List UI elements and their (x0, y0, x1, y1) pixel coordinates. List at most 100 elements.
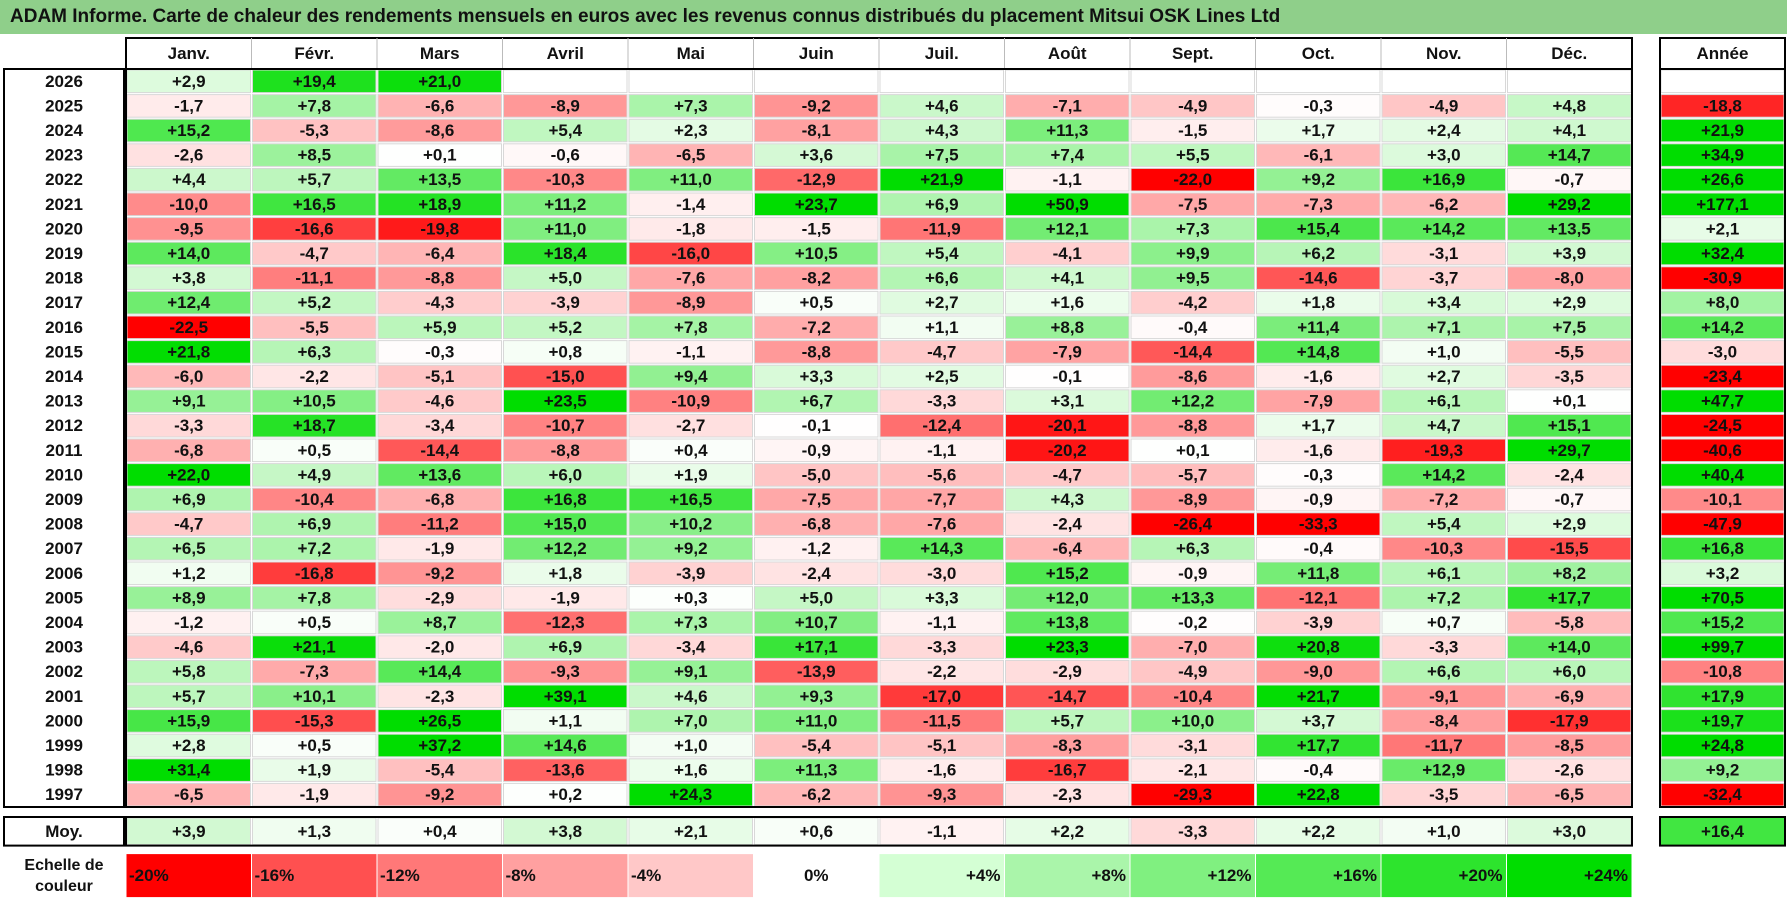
cell-value: +3,3 (799, 367, 833, 386)
month-header-9: Sept. (1172, 44, 1214, 63)
heat-cell (1130, 340, 1255, 364)
heat-cell (377, 340, 502, 364)
heat-cell (879, 192, 1004, 217)
cell-value: +4,6 (925, 96, 959, 115)
heat-cell (252, 610, 377, 635)
heat-cell (377, 266, 502, 290)
heat-cell (879, 389, 1004, 413)
cell-value: -4,7 (927, 342, 956, 361)
heat-cell (1130, 709, 1255, 733)
avg-cell (1381, 817, 1506, 846)
month-header-8: Août (1048, 44, 1087, 63)
annual-value: +40,4 (1701, 465, 1745, 484)
cell-value: -1,6 (1304, 441, 1333, 460)
cell-value: +10,0 (1171, 711, 1214, 730)
cell-value: -1,8 (676, 219, 705, 238)
cell-value: +8,9 (172, 588, 206, 607)
avg-value: +3,9 (172, 822, 206, 841)
cell-value: -2,6 (1555, 761, 1584, 780)
heat-cell (628, 536, 753, 561)
annual-value: +34,9 (1701, 146, 1744, 165)
heat-cell (377, 94, 502, 118)
heat-cell (879, 684, 1004, 709)
heat-cell (628, 340, 753, 364)
cell-value: -1,5 (802, 219, 831, 238)
cell-value: +10,5 (795, 244, 838, 263)
cell-value: +6,2 (1301, 244, 1335, 263)
cell-value: +4,9 (297, 465, 331, 484)
heat-cell (252, 561, 377, 586)
heat-cell (754, 69, 879, 94)
heat-cell (1381, 143, 1506, 167)
cell-value: +1,8 (1301, 293, 1335, 312)
month-header-2: Févr. (294, 44, 334, 63)
year-label-2012: 2012 (45, 416, 83, 435)
cell-value: -9,2 (802, 96, 831, 115)
cell-value: -7,2 (802, 318, 831, 337)
cell-value: +18,9 (418, 195, 461, 214)
heat-cell (1005, 241, 1130, 266)
annual-value: +177,1 (1696, 195, 1748, 214)
annual-value: +17,9 (1701, 687, 1744, 706)
cell-value: +15,0 (544, 515, 587, 534)
cell-value: -0,4 (1304, 539, 1334, 558)
cell-value: -7,5 (802, 490, 831, 509)
heat-cell (1005, 315, 1130, 340)
heat-cell (377, 487, 502, 512)
heat-cell (252, 290, 377, 315)
annual-value: +9,2 (1706, 761, 1740, 780)
cell-value: +6,9 (548, 638, 582, 657)
heat-cell (1130, 438, 1255, 463)
cell-value: -9,2 (425, 564, 454, 583)
cell-value: +31,4 (167, 761, 211, 780)
cell-value: +0,3 (674, 588, 708, 607)
heat-cell (628, 389, 753, 413)
cell-value: -7,2 (1429, 490, 1458, 509)
cell-value: -11,5 (923, 711, 961, 730)
cell-value: -1,6 (1304, 367, 1333, 386)
cell-value: -5,3 (300, 121, 329, 140)
cell-value: -4,6 (425, 392, 454, 411)
heat-cell (377, 315, 502, 340)
cell-value: +9,1 (674, 662, 708, 681)
cell-value: -8,6 (425, 121, 454, 140)
heat-cell (1381, 586, 1506, 610)
heat-cell (503, 463, 628, 487)
annual-cell (1660, 69, 1785, 94)
cell-value: -1,1 (676, 342, 705, 361)
cell-value: -1,5 (1178, 121, 1207, 140)
cell-value: +22,8 (1297, 785, 1340, 804)
heat-cell (628, 413, 753, 438)
cell-value: -8,8 (425, 269, 454, 288)
heat-cell (1005, 684, 1130, 709)
heat-cell (377, 389, 502, 413)
annual-value: +47,7 (1701, 392, 1744, 411)
cell-value: +23,3 (1046, 638, 1089, 657)
cell-value: +1,9 (674, 465, 708, 484)
cell-value: -2,0 (425, 638, 454, 657)
heat-cell (879, 364, 1004, 389)
heat-cell (628, 659, 753, 684)
cell-value: +1,7 (1301, 121, 1335, 140)
cell-value: +14,8 (1297, 342, 1340, 361)
annual-value: -32,4 (1703, 785, 1742, 804)
year-label-2014: 2014 (45, 367, 83, 386)
cell-value: +0,4 (674, 441, 708, 460)
cell-value: +5,2 (297, 293, 331, 312)
average-label: Moy. (45, 822, 82, 841)
cell-value: +7,5 (1552, 318, 1586, 337)
heat-cell (1256, 438, 1381, 463)
cell-value: +4,8 (1552, 96, 1586, 115)
heat-cell (628, 684, 753, 709)
heat-cell (754, 536, 879, 561)
cell-value: -3,1 (1178, 736, 1207, 755)
heat-cell (1381, 192, 1506, 217)
heat-cell (1256, 487, 1381, 512)
cell-value: +23,5 (544, 392, 587, 411)
heat-cell (252, 217, 377, 241)
heat-cell (628, 118, 753, 143)
cell-value: -6,8 (174, 441, 203, 460)
cell-value: -9,2 (425, 785, 454, 804)
cell-value: -2,4 (1555, 465, 1585, 484)
cell-value: +5,7 (172, 687, 206, 706)
